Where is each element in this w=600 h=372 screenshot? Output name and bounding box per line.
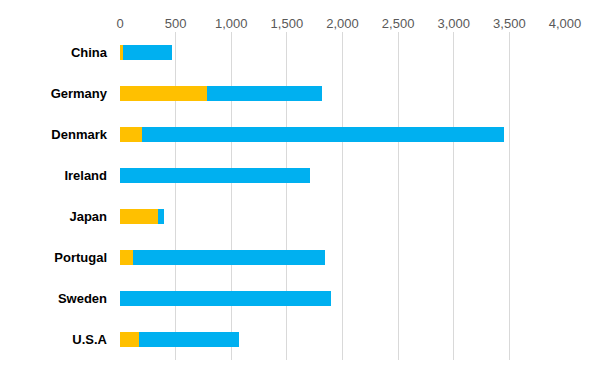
- svg-text:U.S.A: U.S.A: [72, 332, 107, 347]
- svg-text:0: 0: [116, 16, 123, 31]
- svg-text:Germany: Germany: [51, 86, 108, 101]
- svg-text:Japan: Japan: [69, 209, 107, 224]
- svg-text:Ireland: Ireland: [64, 168, 107, 183]
- svg-text:1,500: 1,500: [271, 16, 304, 31]
- svg-text:1,000: 1,000: [215, 16, 248, 31]
- svg-text:Portugal: Portugal: [54, 250, 107, 265]
- svg-text:Denmark: Denmark: [51, 127, 107, 142]
- svg-text:3,500: 3,500: [493, 16, 526, 31]
- svg-text:500: 500: [165, 16, 187, 31]
- svg-text:2,000: 2,000: [326, 16, 359, 31]
- svg-text:2,500: 2,500: [382, 16, 415, 31]
- svg-text:4,000: 4,000: [549, 16, 582, 31]
- svg-text:3,000: 3,000: [437, 16, 470, 31]
- svg-text:Sweden: Sweden: [58, 291, 107, 306]
- svg-text:China: China: [71, 45, 108, 60]
